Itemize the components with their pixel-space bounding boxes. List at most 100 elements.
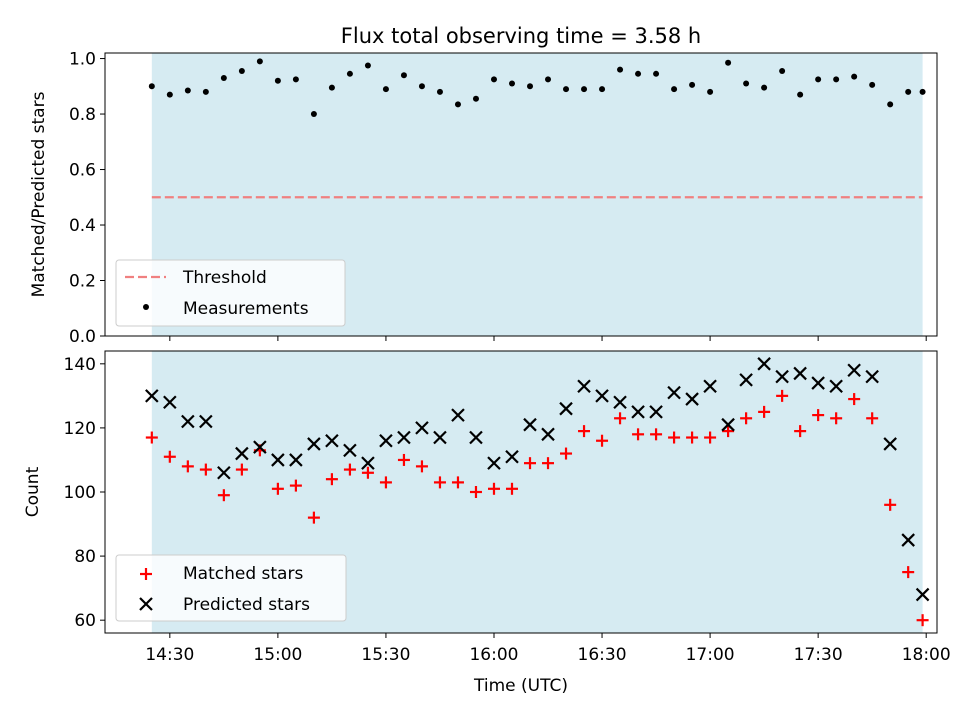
legend-measurement-swatch xyxy=(143,304,149,310)
predicted-star-point xyxy=(397,430,411,445)
predicted-star-point xyxy=(649,405,663,419)
predicted-star-point xyxy=(559,401,573,416)
bottom-y-tick-label: 100 xyxy=(64,483,96,503)
bottom-legend-box xyxy=(115,554,347,622)
x-tick-label: 17:30 xyxy=(794,645,843,665)
predicted-star-point xyxy=(829,379,843,394)
measurement-point xyxy=(707,88,714,95)
predicted-stars-points xyxy=(145,357,930,602)
legend-measurements-label: Measurements xyxy=(183,299,309,319)
measurement-point xyxy=(797,91,804,98)
measurement-point xyxy=(400,72,407,79)
predicted-star-point xyxy=(235,446,249,461)
measurement-point xyxy=(851,73,858,80)
x-tick-label: 17:00 xyxy=(686,645,735,665)
matched-star-point xyxy=(578,425,591,438)
measurement-point xyxy=(617,66,624,73)
legend-predicted-label: Predicted stars xyxy=(183,595,310,615)
predicted-star-point xyxy=(577,379,591,394)
x-axis-label: Time (UTC) xyxy=(473,676,568,696)
chart-title: Flux total observing time = 3.58 h xyxy=(341,24,701,48)
predicted-star-point xyxy=(865,369,879,384)
measurement-point xyxy=(635,70,642,77)
matched-star-point xyxy=(235,463,248,476)
measurement-point xyxy=(869,81,876,88)
predicted-star-point xyxy=(505,449,519,464)
bottom-y-axis-label: Count xyxy=(23,466,43,517)
measurement-point xyxy=(725,59,732,66)
bottom-legend: Matched stars Predicted stars xyxy=(115,554,347,622)
bottom-x-axis: 14:30 15:00 15:30 16:00 16:30 17:00 17:30 18:00 xyxy=(145,633,951,665)
measurement-point xyxy=(671,86,678,93)
x-tick-label: 14:30 xyxy=(145,645,194,665)
measurement-point xyxy=(761,84,768,91)
predicted-star-point xyxy=(307,437,321,451)
measurement-points xyxy=(148,58,926,118)
predicted-star-point xyxy=(883,437,897,451)
matched-star-point xyxy=(632,428,645,441)
predicted-star-point xyxy=(343,443,357,458)
measurement-point xyxy=(653,70,660,77)
legend-predicted-marker xyxy=(139,597,153,611)
predicted-star-point xyxy=(847,363,861,378)
predicted-star-point xyxy=(145,389,159,403)
matched-star-point xyxy=(916,614,929,627)
x-tick-label: 16:00 xyxy=(469,645,518,665)
matched-star-point xyxy=(830,412,843,425)
measurement-point xyxy=(905,88,912,95)
predicted-star-point xyxy=(271,453,285,467)
matched-star-point xyxy=(433,476,446,489)
top-y-tick-label: 0.0 xyxy=(69,327,96,347)
predicted-star-point xyxy=(703,379,717,394)
predicted-star-point xyxy=(775,369,789,384)
predicted-star-point xyxy=(631,405,645,419)
predicted-star-point xyxy=(253,440,267,454)
top-legend-box xyxy=(115,259,346,327)
top-panel: 0.0 0.2 0.4 0.6 0.8 1.0 Matched/Predicted sta… xyxy=(29,50,938,347)
matched-stars-points xyxy=(145,389,929,627)
top-y-tick-label: 0.2 xyxy=(69,272,96,292)
measurement-point xyxy=(274,77,281,84)
predicted-star-point xyxy=(523,417,537,432)
legend-matched-label: Matched stars xyxy=(183,564,303,584)
predicted-star-point xyxy=(433,430,447,445)
predicted-star-point xyxy=(181,414,195,429)
matched-star-point xyxy=(524,457,537,470)
matched-star-point xyxy=(397,453,410,466)
measurement-point xyxy=(382,86,389,93)
measurement-point xyxy=(418,83,425,90)
measurement-point xyxy=(545,76,552,83)
matched-star-point xyxy=(469,486,482,498)
predicted-star-point xyxy=(739,373,753,387)
matched-star-point xyxy=(361,466,374,479)
top-x-ticks xyxy=(169,336,927,341)
predicted-star-point xyxy=(379,433,393,448)
matched-star-point xyxy=(848,393,861,406)
matched-star-point xyxy=(776,389,789,402)
measurement-point xyxy=(527,83,534,90)
bottom-y-tick-label: 80 xyxy=(74,547,96,567)
measurement-point xyxy=(919,88,926,95)
matched-star-point xyxy=(884,498,897,511)
matched-star-point xyxy=(289,479,302,492)
matched-star-point xyxy=(902,566,915,579)
matched-star-point xyxy=(415,460,428,473)
predicted-star-point xyxy=(793,366,807,381)
measurement-point xyxy=(743,80,750,87)
bottom-y-axis: 60 80 100 120 140 xyxy=(64,355,105,631)
matched-star-point xyxy=(505,482,518,495)
top-y-axis-label: Matched/Predicted stars xyxy=(29,91,49,297)
matched-star-point xyxy=(199,463,212,476)
matched-star-point xyxy=(722,425,735,438)
predicted-star-point xyxy=(361,456,375,470)
measurement-point xyxy=(166,91,173,98)
predicted-star-point xyxy=(487,456,501,470)
measurement-point xyxy=(238,68,245,75)
measurement-point xyxy=(833,76,840,83)
top-y-tick-label: 0.8 xyxy=(69,105,96,125)
matched-star-point xyxy=(650,428,663,441)
predicted-star-point xyxy=(721,417,735,432)
measurement-point xyxy=(220,74,227,81)
measurement-point xyxy=(346,70,353,77)
